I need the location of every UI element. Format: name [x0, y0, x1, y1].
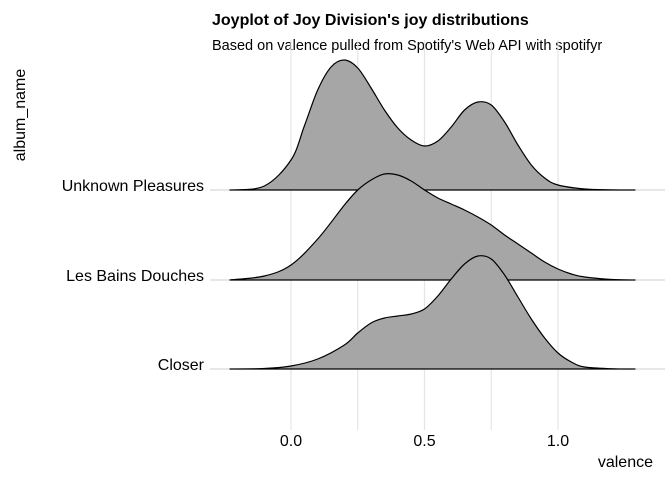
- x-tick-labels: 0.0 0.5 1.0: [280, 433, 569, 450]
- ridge-unknown-pleasures: [229, 59, 636, 191]
- ridge-les-bains-douches: [229, 173, 636, 281]
- x-axis-title: valence: [598, 454, 653, 471]
- y-tick-label: Unknown Pleasures: [62, 178, 204, 195]
- chart-subtitle: Based on valence pulled from Spotify's W…: [212, 38, 602, 54]
- y-tick-labels: Unknown Pleasures Les Bains Douches Closer: [62, 178, 205, 374]
- x-tick-label: 0.5: [413, 433, 435, 450]
- ridges: [229, 59, 636, 370]
- y-axis-title: album_name: [12, 69, 29, 162]
- chart-title: Joyplot of Joy Division's joy distributi…: [212, 12, 529, 29]
- x-tick-label: 0.0: [280, 433, 302, 450]
- y-tick-label: Closer: [158, 357, 205, 374]
- ridge-closer: [229, 255, 636, 370]
- x-tick-label: 1.0: [547, 433, 569, 450]
- y-tick-label: Les Bains Douches: [66, 268, 204, 285]
